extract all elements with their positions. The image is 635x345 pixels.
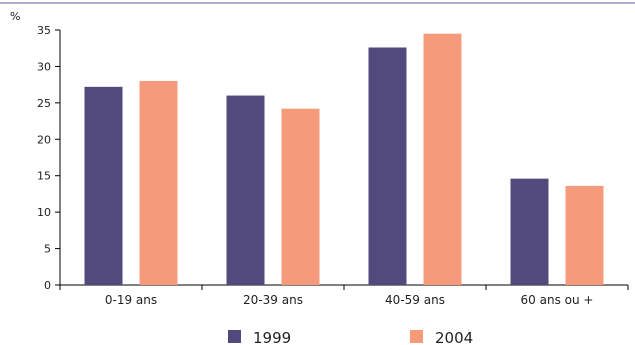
bar-1999 [510, 178, 549, 285]
y-unit-label: % [10, 10, 20, 23]
y-tick-label: 30 [37, 60, 51, 73]
y-tick-label: 20 [37, 133, 51, 146]
y-tick-label: 35 [37, 24, 51, 37]
bar-1999 [368, 47, 407, 285]
y-tick-label: 25 [37, 97, 51, 110]
bar-2004 [565, 185, 604, 285]
bars [84, 33, 604, 286]
bar-2004 [281, 108, 320, 285]
y-tick-label: 10 [37, 206, 51, 219]
y-tick-label: 15 [37, 170, 51, 183]
bar-2004 [423, 33, 462, 286]
bar-1999 [84, 86, 123, 285]
x-category-label: 20-39 ans [243, 293, 303, 307]
y-tick-label: 0 [44, 279, 51, 292]
x-axis: 0-19 ans 20-39 ans 40-59 ans 60 ans ou + [59, 284, 629, 307]
y-axis: 0 5 10 15 20 25 30 35 [37, 24, 61, 292]
x-category-label: 0-19 ans [105, 293, 157, 307]
x-category-label: 40-59 ans [385, 293, 445, 307]
legend-swatch-2004 [410, 330, 423, 343]
legend: 1999 2004 [228, 329, 473, 345]
x-category-label: 60 ans ou + [521, 293, 594, 307]
legend-label-1999: 1999 [253, 329, 291, 345]
legend-swatch-1999 [228, 330, 241, 343]
bar-1999 [226, 95, 265, 285]
legend-label-2004: 2004 [435, 329, 473, 345]
y-tick-label: 5 [44, 243, 51, 256]
bar-2004 [139, 81, 178, 285]
